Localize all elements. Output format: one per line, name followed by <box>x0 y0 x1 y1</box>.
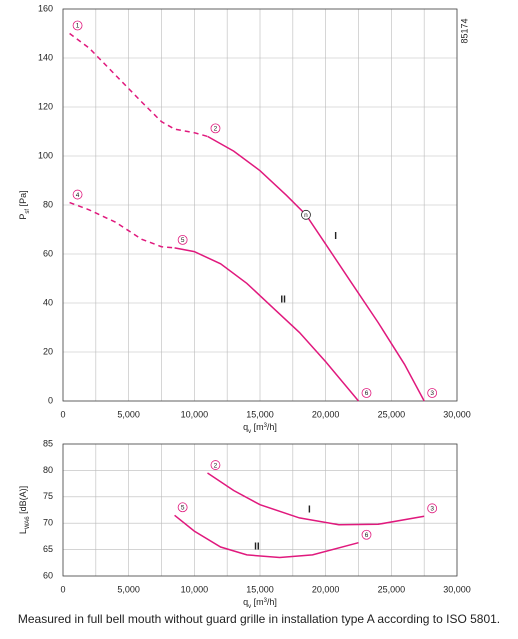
point-label: 5 <box>181 504 185 511</box>
y-tick-label: 0 <box>48 395 53 405</box>
point-marker <box>177 234 188 245</box>
curve-label: I <box>308 505 311 516</box>
y-tick-label: 20 <box>43 346 53 356</box>
point-label: 4 <box>76 192 80 199</box>
axis-label-part: q <box>243 422 248 432</box>
point-marker <box>361 529 372 540</box>
plot-frame <box>62 8 458 402</box>
axis-label-part: [Pa] <box>18 190 28 209</box>
axis-label-part: [dB(A)] <box>18 486 28 517</box>
point-marker <box>72 189 83 200</box>
point-marker <box>361 388 372 398</box>
y-axis-label: Psf [Pa] <box>18 190 30 219</box>
y-tick-label: 65 <box>43 544 53 554</box>
axis-label-part: v <box>248 604 251 610</box>
x-tick-label: 15,000 <box>246 409 274 419</box>
x-tick-label: 0 <box>60 409 65 419</box>
point-marker <box>72 20 83 31</box>
axis-label-part: /h] <box>267 597 277 607</box>
y-tick-label: 60 <box>43 570 53 580</box>
y-tick-label: 120 <box>38 101 53 111</box>
point-label: 6 <box>365 390 369 397</box>
axis-label-part: 3 <box>264 423 268 429</box>
x-tick-label: 5,000 <box>117 409 140 419</box>
y-tick-label: 60 <box>43 248 53 258</box>
point-label: 1 <box>76 23 80 30</box>
axis-label-part: q <box>243 597 248 607</box>
x-axis-label: qv [m3/h] <box>243 422 277 434</box>
x-tick-label: 10,000 <box>181 584 209 594</box>
plot-frame <box>62 443 458 577</box>
x-tick-label: 20,000 <box>312 584 340 594</box>
axis-label-part: P <box>18 214 28 220</box>
y-tick-label: 100 <box>38 150 53 160</box>
curve <box>174 247 360 402</box>
axis-label-part: [m <box>251 597 264 607</box>
x-tick-label: 10,000 <box>181 409 209 419</box>
point-marker <box>301 209 311 220</box>
x-tick-label: 30,000 <box>443 409 471 419</box>
x-axis-label: qv [m3/h] <box>243 597 277 609</box>
axis-label-part: [m <box>251 422 264 432</box>
point-label: 6 <box>365 532 369 539</box>
axis-label-part: WA6 <box>25 516 31 529</box>
point-label: 2 <box>214 126 218 133</box>
point-label: 2 <box>214 462 218 469</box>
axis-label-part: /h] <box>267 422 277 432</box>
curve <box>207 472 425 526</box>
point-label: n <box>304 212 308 219</box>
x-tick-label: 15,000 <box>246 584 274 594</box>
point-marker <box>210 123 221 134</box>
curve-label: II <box>280 295 286 306</box>
x-tick-label: 30,000 <box>443 584 471 594</box>
axis-label-part: L <box>18 529 28 534</box>
y-tick-label: 80 <box>43 465 53 475</box>
x-tick-label: 25,000 <box>378 584 406 594</box>
point-label: 3 <box>430 506 434 513</box>
y-tick-label: 80 <box>43 199 53 209</box>
point-marker <box>427 388 438 398</box>
axis-label-part: 3 <box>264 598 268 604</box>
curve <box>174 514 359 559</box>
axis-label-part: sf <box>25 209 31 214</box>
curve-label: II <box>254 542 260 553</box>
y-tick-label: 140 <box>38 52 53 62</box>
x-tick-label: 20,000 <box>312 409 340 419</box>
point-marker <box>210 460 221 470</box>
y-tick-label: 70 <box>43 518 53 528</box>
y-tick-label: 85 <box>43 438 53 448</box>
point-marker <box>427 503 438 514</box>
point-marker <box>177 502 188 513</box>
curve <box>69 201 175 249</box>
x-tick-label: 5,000 <box>117 584 140 594</box>
x-tick-label: 0 <box>60 584 65 594</box>
curve <box>207 135 425 402</box>
y-tick-label: 40 <box>43 297 53 307</box>
y-tick-label: 75 <box>43 491 53 501</box>
curve <box>69 32 208 138</box>
axis-label-part: v <box>248 429 251 435</box>
x-tick-label: 25,000 <box>378 409 406 419</box>
y-tick-label: 160 <box>38 3 53 13</box>
side-note: 85174 <box>459 18 469 43</box>
point-label: 3 <box>430 390 434 397</box>
point-label: 5 <box>181 237 185 244</box>
caption: Measured in full bell mouth without guar… <box>18 612 500 626</box>
curve-label: I <box>334 231 337 242</box>
y-axis-label: LWA6 [dB(A)] <box>18 486 30 534</box>
